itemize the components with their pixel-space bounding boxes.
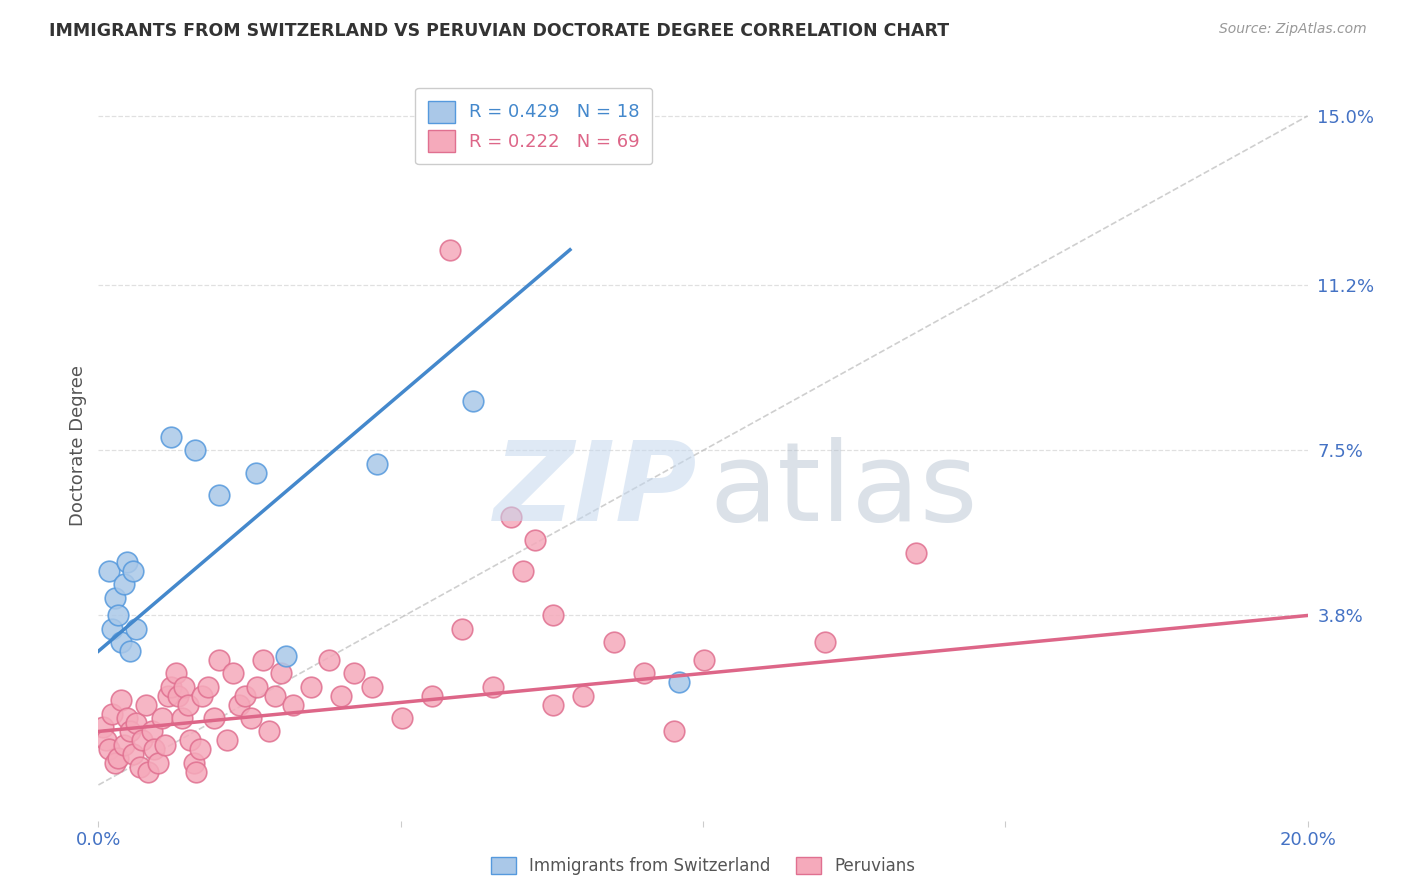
Text: IMMIGRANTS FROM SWITZERLAND VS PERUVIAN DOCTORATE DEGREE CORRELATION CHART: IMMIGRANTS FROM SWITZERLAND VS PERUVIAN … bbox=[49, 22, 949, 40]
Point bbox=[228, 698, 250, 712]
Point bbox=[170, 711, 193, 725]
Point bbox=[110, 693, 132, 707]
Point bbox=[252, 653, 274, 667]
Point bbox=[135, 698, 157, 712]
Point bbox=[391, 711, 413, 725]
Point bbox=[191, 689, 214, 703]
Point bbox=[662, 724, 685, 739]
Point bbox=[541, 698, 564, 712]
Point bbox=[146, 756, 169, 770]
Point bbox=[602, 635, 624, 649]
Point bbox=[439, 243, 461, 257]
Point bbox=[572, 689, 595, 703]
Point bbox=[299, 680, 322, 694]
Point bbox=[112, 577, 135, 591]
Point bbox=[125, 715, 148, 730]
Point bbox=[420, 689, 443, 703]
Point bbox=[221, 666, 243, 681]
Y-axis label: Doctorate Degree: Doctorate Degree bbox=[69, 366, 87, 526]
Point bbox=[215, 733, 238, 747]
Point bbox=[693, 653, 716, 667]
Point bbox=[246, 680, 269, 694]
Point bbox=[318, 653, 340, 667]
Point bbox=[131, 733, 153, 747]
Point bbox=[141, 724, 163, 739]
Point bbox=[366, 457, 388, 471]
Point bbox=[107, 608, 129, 623]
Point bbox=[245, 466, 267, 480]
Point bbox=[104, 756, 127, 770]
Point bbox=[100, 622, 122, 636]
Legend: Immigrants from Switzerland, Peruvians: Immigrants from Switzerland, Peruvians bbox=[482, 849, 924, 884]
Point bbox=[257, 724, 280, 739]
Point bbox=[98, 742, 121, 756]
Point bbox=[239, 711, 262, 725]
Point bbox=[183, 756, 205, 770]
Point bbox=[160, 680, 183, 694]
Point bbox=[668, 675, 690, 690]
Point bbox=[904, 546, 927, 560]
Point bbox=[814, 635, 837, 649]
Point bbox=[177, 698, 200, 712]
Point bbox=[463, 394, 485, 409]
Point bbox=[274, 648, 297, 663]
Point bbox=[270, 666, 292, 681]
Point bbox=[122, 747, 145, 761]
Point bbox=[160, 430, 183, 444]
Point bbox=[208, 653, 231, 667]
Point bbox=[173, 680, 195, 694]
Point bbox=[186, 764, 208, 779]
Point bbox=[128, 760, 150, 774]
Point bbox=[150, 711, 173, 725]
Point bbox=[143, 742, 166, 756]
Point bbox=[360, 680, 382, 694]
Point bbox=[100, 706, 122, 721]
Point bbox=[523, 533, 546, 547]
Point bbox=[512, 564, 534, 578]
Point bbox=[112, 738, 135, 752]
Text: ZIP: ZIP bbox=[494, 437, 697, 544]
Text: atlas: atlas bbox=[709, 437, 977, 544]
Point bbox=[91, 720, 114, 734]
Point bbox=[117, 711, 139, 725]
Point bbox=[184, 443, 207, 458]
Point bbox=[197, 680, 219, 694]
Legend: R = 0.429   N = 18, R = 0.222   N = 69: R = 0.429 N = 18, R = 0.222 N = 69 bbox=[415, 88, 652, 164]
Point bbox=[122, 564, 145, 578]
Point bbox=[233, 689, 256, 703]
Point bbox=[481, 680, 503, 694]
Point bbox=[107, 751, 129, 765]
Point bbox=[156, 689, 179, 703]
Point bbox=[136, 764, 159, 779]
Point bbox=[94, 733, 117, 747]
Point bbox=[188, 742, 211, 756]
Point bbox=[264, 689, 287, 703]
Point bbox=[118, 644, 141, 658]
Point bbox=[153, 738, 176, 752]
Point bbox=[204, 711, 226, 725]
Text: Source: ZipAtlas.com: Source: ZipAtlas.com bbox=[1219, 22, 1367, 37]
Point bbox=[330, 689, 353, 703]
Point bbox=[104, 591, 127, 605]
Point bbox=[125, 622, 148, 636]
Point bbox=[633, 666, 655, 681]
Point bbox=[110, 635, 132, 649]
Point bbox=[167, 689, 190, 703]
Point bbox=[179, 733, 201, 747]
Point bbox=[208, 488, 231, 502]
Point bbox=[281, 698, 304, 712]
Point bbox=[499, 510, 522, 524]
Point bbox=[342, 666, 364, 681]
Point bbox=[117, 555, 139, 569]
Point bbox=[541, 608, 564, 623]
Point bbox=[118, 724, 141, 739]
Point bbox=[98, 564, 121, 578]
Point bbox=[165, 666, 187, 681]
Point bbox=[451, 622, 474, 636]
